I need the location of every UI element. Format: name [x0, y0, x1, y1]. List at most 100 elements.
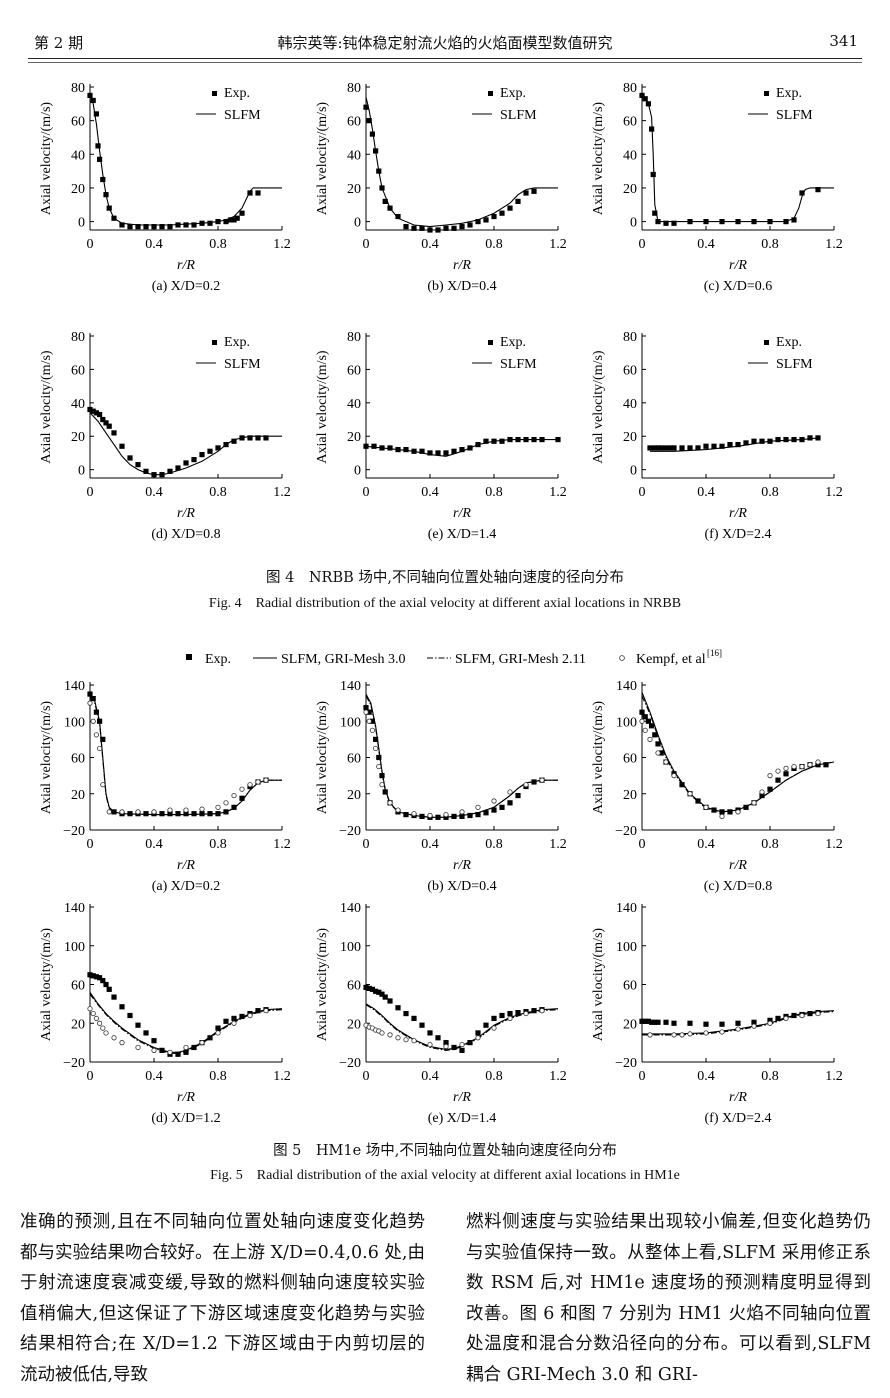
y-tick-label: 0	[78, 464, 85, 479]
exp-data-point	[515, 198, 521, 204]
x-axis-label: r/R	[453, 858, 471, 873]
exp-data-point	[403, 447, 409, 453]
kempf-data-point	[639, 718, 645, 724]
exp-data-point	[483, 438, 489, 444]
exp-data-point	[143, 468, 149, 474]
exp-data-point	[759, 792, 765, 799]
exp-data-point	[671, 1020, 677, 1026]
exp-data-point	[373, 736, 379, 742]
panel-caption: (d) X/D=0.8	[151, 527, 220, 542]
body-paragraph-left: 准确的预测,且在不同轴向位置处轴向速度变化趋势都与实验结果吻合较好。在上游 X/…	[20, 1212, 425, 1385]
series-slfm-gri-mesh-3-0	[89, 693, 282, 816]
x-tick-label: 1.2	[549, 485, 567, 500]
chart-panel-5: 0 20 40 60 80 0 0.4 0.8 1.2 r/R Axial velocity/(m/…	[315, 330, 567, 542]
legend-exp-label: Exp.	[224, 335, 250, 350]
kempf-data-point	[791, 763, 797, 770]
kempf-data-point	[427, 1041, 433, 1048]
series-kempf-et-al	[363, 1008, 545, 1050]
y-axis-label: Axial velocity/(m/s)	[39, 928, 54, 1041]
exp-data-point	[111, 430, 117, 436]
y-tick-label: 60	[347, 752, 361, 767]
legend-slfm-label: SLFM	[224, 357, 261, 372]
panel-caption: (f) X/D=2.4	[705, 1111, 772, 1126]
kempf-data-point	[395, 1035, 401, 1041]
x-tick-label: 0.4	[697, 837, 715, 852]
exp-data-point	[223, 218, 229, 225]
x-axis-label: r/R	[453, 258, 471, 273]
exp-data-point	[207, 448, 213, 454]
exp-data-point	[103, 420, 109, 426]
series-line	[89, 93, 282, 226]
legend-slfm-label: SLFM	[500, 108, 537, 123]
exp-data-point	[167, 224, 173, 230]
x-tick-label: 0.8	[485, 837, 503, 852]
exp-data-point	[499, 804, 505, 810]
y-tick-label: 60	[623, 363, 637, 378]
kempf-data-point	[93, 1015, 100, 1022]
exp-data-point	[427, 227, 433, 233]
exp-data-point	[650, 171, 656, 178]
kempf-data-point	[363, 709, 369, 715]
legend-slfm-label: SLFM	[224, 108, 261, 123]
y-tick-label: 80	[347, 81, 361, 96]
y-tick-label: 80	[71, 330, 85, 345]
series-slfm-gri-mesh-2-11	[89, 993, 283, 1054]
exp-data-point	[459, 813, 465, 820]
kempf-data-point	[135, 1044, 141, 1051]
exp-data-point	[751, 1019, 757, 1025]
exp-data-point	[411, 225, 417, 231]
x-tick-label: 0.8	[209, 485, 227, 500]
exp-data-point	[639, 92, 645, 99]
x-axis-label: r/R	[729, 1090, 747, 1105]
kempf-data-point	[411, 1038, 417, 1044]
exp-data-point	[663, 220, 669, 226]
x-tick-label: 1.2	[549, 837, 567, 852]
y-tick-label: 20	[71, 430, 85, 445]
x-axis-label: r/R	[729, 858, 747, 873]
legend-slfm-label: SLFM	[776, 108, 813, 123]
exp-data-point	[369, 986, 375, 992]
y-tick-label: 100	[64, 940, 85, 955]
y-tick-label: 0	[630, 216, 637, 231]
exp-data-point	[727, 441, 733, 448]
panel-caption: (b) X/D=0.4	[427, 879, 496, 894]
legend-exp-marker	[212, 91, 217, 96]
kempf-data-point	[679, 1032, 685, 1038]
panel-caption: (c) X/D=0.6	[704, 279, 773, 294]
exp-data-point	[159, 811, 165, 817]
series-slfm-gri-mesh-3-0	[365, 693, 558, 818]
exp-data-point	[371, 443, 377, 449]
y-axis-label: Axial velocity/(m/s)	[39, 350, 54, 463]
exp-data-point	[783, 771, 789, 777]
exp-data-point	[807, 435, 813, 441]
exp-data-point	[767, 786, 773, 792]
x-tick-label: 1.2	[273, 837, 291, 852]
exp-data-point	[363, 443, 369, 449]
exp-data-point	[135, 462, 141, 468]
panel-caption: (b) X/D=0.4	[427, 279, 496, 294]
y-tick-label: 100	[340, 940, 361, 955]
y-tick-label: 40	[71, 148, 85, 163]
kempf-data-point	[151, 1047, 157, 1053]
exp-data-point	[151, 1038, 157, 1044]
exp-data-point	[167, 811, 173, 817]
x-tick-label: 0.8	[209, 1069, 227, 1084]
x-axis-label: r/R	[177, 858, 195, 873]
kempf-data-point	[647, 1032, 653, 1038]
y-tick-label: 0	[78, 216, 85, 231]
kempf-data-point	[100, 782, 106, 788]
legend-exp-marker	[764, 340, 769, 345]
kempf-data-point	[151, 809, 157, 815]
kempf-data-point	[775, 768, 781, 774]
series-line	[89, 693, 282, 816]
kempf-data-point	[523, 1010, 529, 1017]
exp-data-point	[93, 111, 99, 117]
legend-exp-label: Exp.	[776, 335, 802, 350]
chart-panel-2: 0 20 40 60 80 0 0.4 0.8 1.2 r/R Axial velocity/(m/…	[315, 81, 567, 294]
series-slfm-gri-mesh-3-0	[89, 991, 283, 1053]
x-tick-label: 0	[639, 485, 646, 500]
x-axis-label: r/R	[177, 506, 195, 521]
x-tick-label: 0.4	[421, 485, 439, 500]
x-tick-label: 0.4	[421, 837, 439, 852]
exp-data-point	[642, 714, 648, 720]
